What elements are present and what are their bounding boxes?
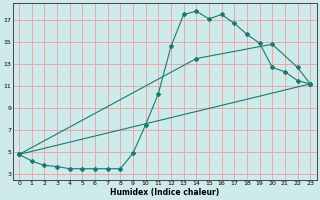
X-axis label: Humidex (Indice chaleur): Humidex (Indice chaleur) [110,188,219,197]
